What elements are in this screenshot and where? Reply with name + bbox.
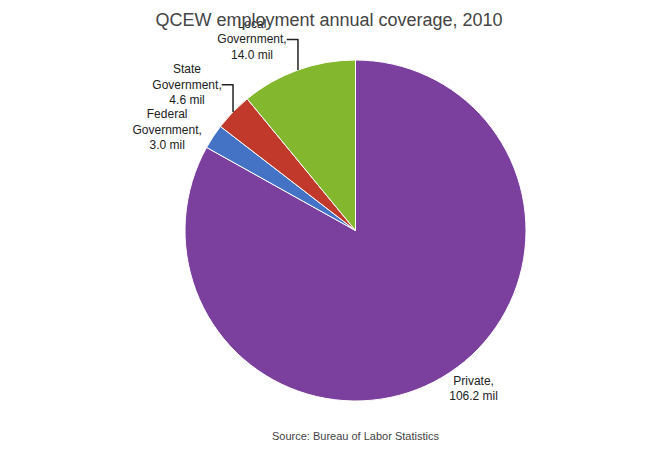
svg-text:LocalGovernment,14.0 mil: LocalGovernment,14.0 mil bbox=[217, 17, 286, 62]
svg-text:Source: Bureau of Labor Statis: Source: Bureau of Labor Statistics bbox=[272, 430, 439, 442]
svg-text:QCEW employment annual coverag: QCEW employment annual coverage, 2010 bbox=[155, 10, 502, 30]
svg-text:FederalGovernment,3.0 mil: FederalGovernment,3.0 mil bbox=[132, 107, 201, 152]
svg-text:Private,106.2 mil: Private,106.2 mil bbox=[449, 374, 498, 404]
svg-text:StateGovernment,4.6 mil: StateGovernment,4.6 mil bbox=[152, 62, 221, 107]
